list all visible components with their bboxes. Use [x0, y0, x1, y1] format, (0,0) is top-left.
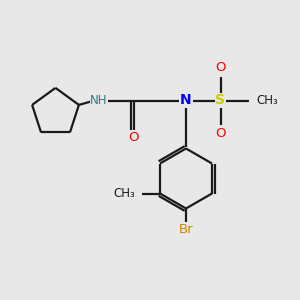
Text: NH: NH: [90, 94, 108, 107]
Text: CH₃: CH₃: [256, 94, 278, 107]
Text: S: S: [215, 94, 226, 107]
Text: Br: Br: [179, 223, 193, 236]
Text: O: O: [215, 61, 226, 74]
Text: O: O: [215, 127, 226, 140]
Text: O: O: [128, 130, 139, 144]
Text: CH₃: CH₃: [113, 187, 135, 200]
Text: N: N: [180, 94, 192, 107]
